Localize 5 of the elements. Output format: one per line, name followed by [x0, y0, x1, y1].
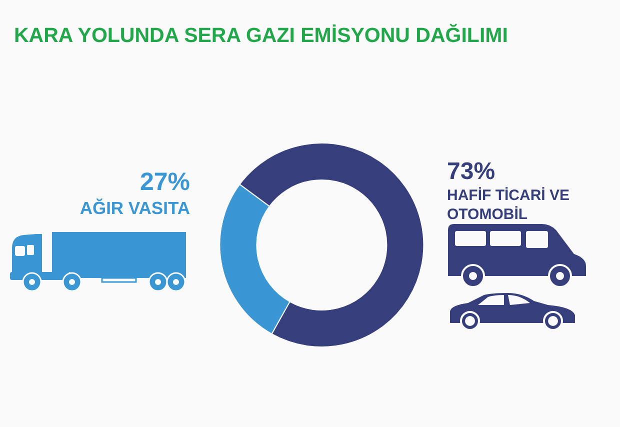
data-label: 73%	[447, 157, 496, 186]
chart-title: KARA YOLUNDA SERA GAZI EMİSYONU DAĞILIMI	[14, 24, 508, 48]
slice-label: AĞIR VASITA	[80, 197, 190, 219]
slice-label: HAFİF TİCARİ VE OTOMOBİL	[447, 186, 570, 224]
data-label: 27%	[138, 167, 190, 197]
